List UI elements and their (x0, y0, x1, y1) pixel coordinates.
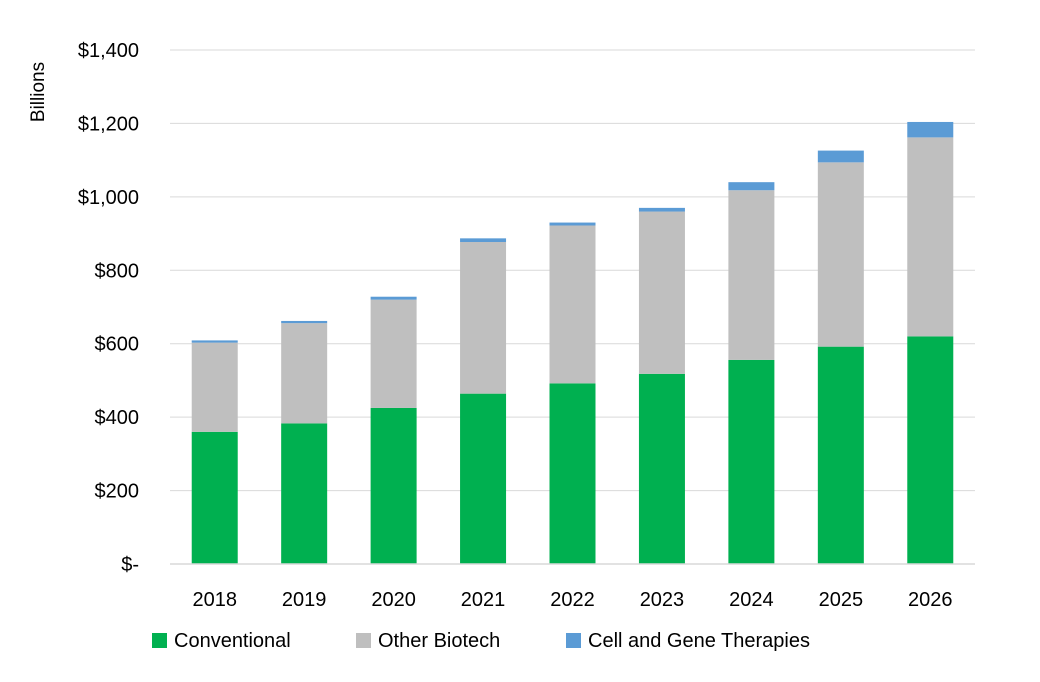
bar-conventional-2025 (817, 346, 864, 564)
legend-label: Cell and Gene Therapies (588, 630, 810, 652)
bar-other-biotech-2026 (907, 137, 954, 337)
legend-label: Conventional (174, 630, 291, 652)
bar-other-biotech-2020 (370, 299, 417, 408)
x-tick-label: 2026 (908, 589, 953, 611)
bar-other-biotech-2021 (460, 242, 507, 394)
x-tick-label: 2024 (729, 589, 774, 611)
x-tick-label: 2022 (550, 589, 595, 611)
x-tick-label: 2020 (371, 589, 416, 611)
axes: $- $200 $400 $600 $800 $1,000 $1,200 $1,400 2018… (78, 40, 975, 611)
legend-swatch-cell-and-gene-therapies (566, 633, 581, 648)
bar-other-biotech-2022 (549, 225, 596, 384)
bar-cell-and-gene-therapies-2020 (370, 296, 417, 300)
x-tick-label: 2025 (819, 589, 864, 611)
x-tick-label: 2019 (282, 589, 327, 611)
bar-other-biotech-2023 (638, 211, 685, 374)
bar-cell-and-gene-therapies-2026 (907, 121, 954, 138)
bar-cell-and-gene-therapies-2025 (817, 150, 864, 163)
bar-cell-and-gene-therapies-2018 (191, 340, 238, 343)
bar-conventional-2019 (281, 423, 328, 564)
bar-cell-and-gene-therapies-2022 (549, 222, 596, 226)
bar-other-biotech-2024 (728, 190, 775, 360)
bar-cell-and-gene-therapies-2021 (460, 238, 507, 243)
legend-swatch-other-biotech (356, 633, 371, 648)
bar-conventional-2022 (549, 383, 596, 564)
legend: Conventional Other Biotech Cell and Gene T… (152, 630, 810, 652)
bar-conventional-2021 (460, 393, 507, 564)
bar-other-biotech-2025 (817, 162, 864, 347)
y-tick-label: $200 (95, 481, 140, 503)
y-tick-label: $1,000 (78, 187, 139, 209)
bar-cell-and-gene-therapies-2024 (728, 182, 775, 191)
legend-swatch-conventional (152, 633, 167, 648)
x-tick-label: 2018 (192, 589, 237, 611)
bar-cell-and-gene-therapies-2023 (638, 207, 685, 212)
bar-conventional-2024 (728, 359, 775, 564)
bar-conventional-2018 (191, 431, 238, 564)
bar-conventional-2020 (370, 407, 417, 564)
x-tick-label: 2023 (640, 589, 685, 611)
y-tick-label: $1,400 (78, 40, 139, 62)
y-tick-label: $- (121, 554, 139, 576)
y-tick-label: $1,200 (78, 113, 139, 135)
bar-conventional-2023 (638, 373, 685, 564)
y-axis-title: Billions (28, 62, 49, 122)
y-tick-label: $600 (95, 334, 140, 356)
bar-conventional-2026 (907, 336, 954, 564)
y-tick-label: $800 (95, 260, 140, 282)
x-tick-label: 2021 (461, 589, 506, 611)
bar-other-biotech-2019 (281, 323, 328, 424)
bar-other-biotech-2018 (191, 342, 238, 432)
bars (191, 121, 954, 564)
y-tick-label: $400 (95, 407, 140, 429)
legend-label: Other Biotech (378, 630, 500, 652)
bar-cell-and-gene-therapies-2019 (281, 320, 328, 324)
